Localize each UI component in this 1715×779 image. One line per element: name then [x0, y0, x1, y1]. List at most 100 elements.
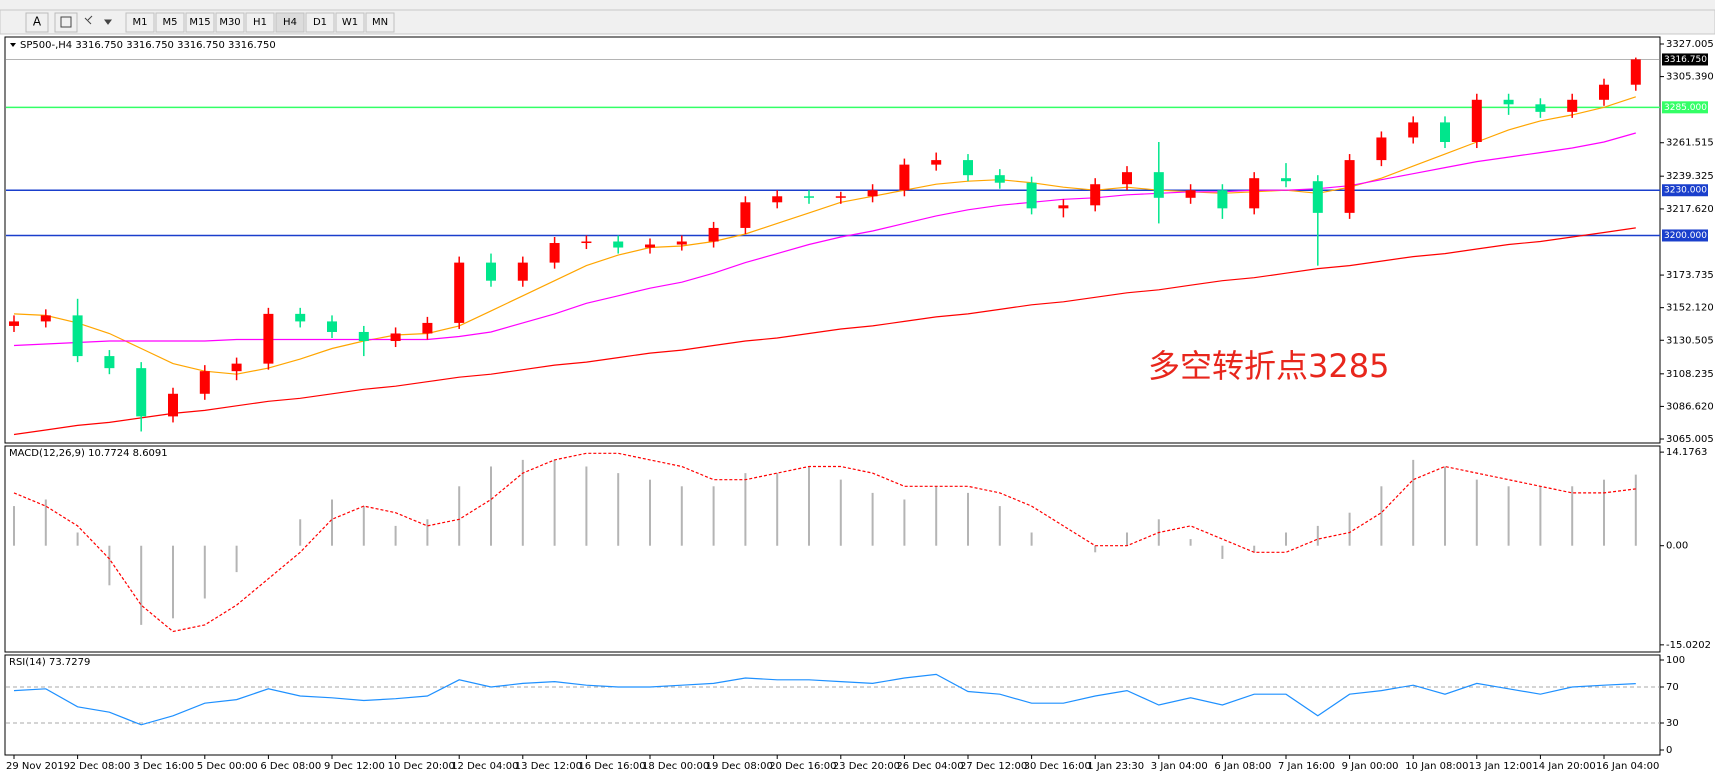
candle-body: [867, 190, 878, 197]
candle-body: [295, 313, 306, 322]
timeframe-button[interactable]: M1: [133, 17, 148, 28]
timeframe-button-frame[interactable]: [215, 12, 245, 33]
candle-body: [645, 244, 655, 248]
text-icon: [60, 16, 72, 28]
timeframe-button-frame[interactable]: [125, 12, 155, 33]
candle-body: [994, 175, 1005, 183]
level-label: 3200.000: [1664, 231, 1707, 241]
font-button[interactable]: A: [33, 15, 42, 29]
y-tick-label: 100: [1666, 655, 1685, 666]
candle-body: [231, 363, 242, 372]
candle-body: [517, 262, 528, 281]
price-panel: [4, 36, 1661, 444]
x-tick-label: 10 Dec 20:00: [388, 761, 455, 772]
macd-title: MACD(12,26,9) 10.7724 8.6091: [9, 448, 168, 459]
x-tick-label: 16 Dec 16:00: [578, 761, 645, 772]
x-tick-label: 6 Jan 08:00: [1214, 761, 1271, 772]
candle-body: [40, 315, 51, 322]
candle-body: [136, 368, 147, 417]
candle-body: [1567, 99, 1578, 112]
last-price-label: 3316.750: [1664, 55, 1707, 65]
timeframe-button-frame[interactable]: [305, 12, 335, 33]
candle-body: [1440, 122, 1450, 143]
candle-body: [72, 315, 83, 357]
candle-body: [581, 241, 592, 244]
arrows-icon[interactable]: [84, 15, 112, 25]
timeframe-button[interactable]: D1: [313, 17, 327, 28]
candle-body: [1471, 99, 1482, 143]
candle-body: [1217, 190, 1228, 209]
timeframe-button-frame[interactable]: [335, 12, 365, 33]
y-tick-label: -15.0202: [1666, 640, 1711, 651]
candle-body: [390, 333, 401, 342]
timeframe-button[interactable]: H4: [283, 17, 297, 28]
x-tick-label: 12 Dec 04:00: [451, 761, 518, 772]
timeframe-button[interactable]: MN: [372, 17, 388, 28]
candle-body: [199, 371, 210, 394]
candle-body: [804, 196, 814, 198]
x-tick-label: 6 Dec 08:00: [260, 761, 321, 772]
moving-average: [13, 132, 1636, 347]
rsi-line: [13, 673, 1636, 726]
x-tick-label: 7 Jan 16:00: [1278, 761, 1335, 772]
text-button[interactable]: [54, 12, 78, 33]
y-tick-label: 14.1763: [1666, 447, 1707, 458]
y-tick-label: 3305.390: [1666, 72, 1714, 83]
x-tick-label: 26 Dec 04:00: [896, 761, 963, 772]
x-tick-label: 18 Dec 00:00: [642, 761, 709, 772]
timeframe-button-frame[interactable]: [155, 12, 185, 33]
y-tick-label: 70: [1666, 682, 1679, 693]
candle-body: [835, 196, 846, 198]
font-button-frame[interactable]: [25, 12, 49, 33]
candle-body: [422, 322, 433, 334]
timeframe-button[interactable]: W1: [342, 17, 358, 28]
timeframe-button[interactable]: M15: [189, 17, 210, 28]
y-tick-label: 3239.325: [1666, 171, 1714, 182]
candle-body: [1281, 178, 1291, 182]
toolbar-top: [0, 0, 1715, 10]
x-tick-label: 13 Jan 12:00: [1469, 761, 1532, 772]
x-tick-label: 10 Jan 08:00: [1405, 761, 1468, 772]
annotation: 多空转折点3285: [1148, 347, 1389, 385]
timeframe-button-frame[interactable]: [245, 12, 275, 33]
last-price-box: [1662, 53, 1708, 66]
y-tick-label: 3108.235: [1666, 369, 1714, 380]
timeframe-button[interactable]: M30: [219, 17, 240, 28]
y-tick-label: 3065.005: [1666, 434, 1714, 445]
y-tick-label: 3261.515: [1666, 138, 1714, 149]
candle-body: [263, 313, 274, 364]
x-tick-label: 14 Jan 20:00: [1532, 761, 1595, 772]
candle-body: [1153, 172, 1164, 198]
candle-body: [1344, 160, 1355, 213]
x-tick-label: 3 Dec 16:00: [133, 761, 194, 772]
timeframe-button-frame[interactable]: [185, 12, 215, 33]
candle-body: [168, 393, 178, 417]
candle-body: [740, 202, 751, 228]
candle-body: [676, 241, 687, 245]
y-tick-label: 3152.120: [1666, 303, 1714, 314]
y-tick-label: 3173.735: [1666, 270, 1714, 281]
candle-body: [772, 196, 783, 203]
x-tick-label: 27 Dec 12:00: [960, 761, 1027, 772]
timeframe-button[interactable]: M5: [163, 17, 178, 28]
panel-arrow: [10, 43, 16, 47]
x-tick-label: 29 Nov 2019: [6, 761, 70, 772]
candle-body: [1122, 172, 1132, 185]
timeframe-button-frame[interactable]: [275, 12, 305, 33]
timeframe-button[interactable]: H1: [253, 17, 267, 28]
x-tick-label: 19 Dec 08:00: [706, 761, 773, 772]
candle-body: [454, 262, 465, 323]
candle-body: [931, 160, 942, 165]
candle-body: [963, 160, 973, 176]
candle-body: [486, 262, 496, 281]
rsi-title: RSI(14) 73.7279: [9, 657, 90, 668]
x-tick-label: 9 Dec 12:00: [324, 761, 385, 772]
candle-body: [1090, 184, 1101, 206]
candle-body: [327, 321, 337, 332]
timeframe-button-frame[interactable]: [365, 12, 395, 33]
candle-body: [9, 321, 19, 326]
x-tick-label: 13 Dec 12:00: [515, 761, 582, 772]
y-tick-label: 3086.620: [1666, 401, 1714, 412]
